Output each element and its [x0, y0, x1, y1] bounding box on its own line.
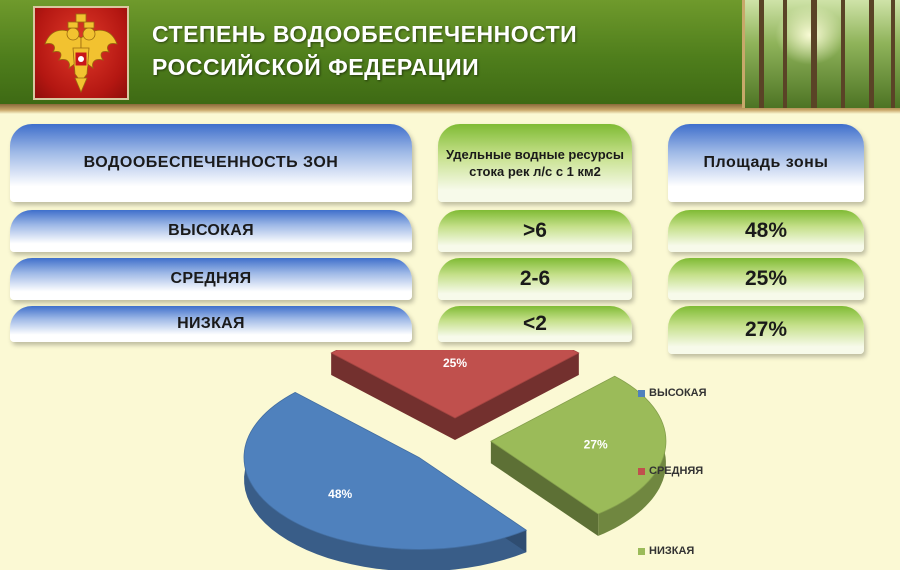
tree-trunk — [759, 0, 764, 108]
resources-value: <2 — [523, 312, 547, 335]
tree-trunk — [869, 0, 874, 108]
area-value: 25% — [744, 267, 788, 290]
resources-cell-medium: 2-6 — [438, 258, 632, 300]
pie-slice-top — [490, 375, 667, 515]
header-area-column: Площадь зоны — [668, 124, 864, 202]
area-cell-high: 48% — [668, 210, 864, 252]
legend-swatch — [638, 390, 645, 397]
pie-slice-1 — [243, 391, 528, 570]
zone-label: НИЗКАЯ — [177, 315, 245, 332]
resources-cell-high: >6 — [438, 210, 632, 252]
header-zone-label: ВОДООБЕСПЕЧЕННОСТЬ ЗОН — [83, 154, 339, 171]
resources-cell-low: <2 — [438, 306, 632, 342]
header-zone-column: ВОДООБЕСПЕЧЕННОСТЬ ЗОН — [10, 124, 412, 202]
title-line-2: РОССИЙСКОЙ ФЕДЕРАЦИИ — [152, 54, 480, 80]
pie-data-label: 25% — [443, 356, 467, 370]
header-border — [0, 104, 900, 114]
pie-slice-wall — [455, 352, 579, 440]
forest-photo — [742, 0, 900, 108]
zone-label: ВЫСОКАЯ — [168, 222, 254, 239]
title-line-1: СТЕПЕНЬ ВОДООБЕСПЕЧЕННОСТИ — [152, 21, 578, 47]
tree-trunk — [783, 0, 787, 108]
resources-value: 2-6 — [519, 267, 551, 290]
zone-label: СРЕДНЯЯ — [170, 270, 252, 287]
page-title: СТЕПЕНЬ ВОДООБЕСПЕЧЕННОСТИ РОССИЙСКОЙ ФЕ… — [152, 18, 712, 84]
tree-trunk — [891, 0, 895, 108]
pie-data-label: 48% — [328, 487, 352, 501]
zone-cell-low: НИЗКАЯ — [10, 306, 412, 342]
area-cell-medium: 25% — [668, 258, 864, 300]
pie-slice-wall — [490, 441, 599, 536]
zone-cell-high: ВЫСОКАЯ — [10, 210, 412, 252]
area-value: 27% — [744, 318, 788, 341]
pie-slice-2 — [330, 350, 580, 440]
area-cell-low: 27% — [668, 306, 864, 354]
pie-chart: 25% 27% 48% — [243, 350, 667, 570]
pie-slice-top — [330, 350, 580, 419]
legend-label: ВЫСОКАЯ — [649, 387, 707, 399]
pie-data-label: 27% — [584, 438, 608, 452]
area-value: 48% — [744, 219, 788, 242]
pie-slice-wall — [331, 352, 455, 440]
legend-swatch — [638, 468, 645, 475]
tree-trunk — [841, 0, 845, 108]
legend-label: СРЕДНЯЯ — [649, 465, 704, 477]
header-area-label: Площадь зоны — [703, 154, 829, 171]
legend-swatch — [638, 548, 645, 555]
zone-cell-medium: СРЕДНЯЯ — [10, 258, 412, 300]
header-resources-label: Удельные водные ресурсы стока рек л/с с … — [446, 147, 624, 179]
header-resources-column: Удельные водные ресурсы стока рек л/с с … — [438, 124, 632, 202]
pie-slice-top — [243, 391, 528, 550]
pie-slice-3 — [490, 375, 667, 536]
resources-value: >6 — [523, 219, 547, 242]
legend-label: НИЗКАЯ — [649, 545, 695, 557]
coat-of-arms-icon — [33, 6, 129, 100]
tree-trunk — [811, 0, 817, 108]
